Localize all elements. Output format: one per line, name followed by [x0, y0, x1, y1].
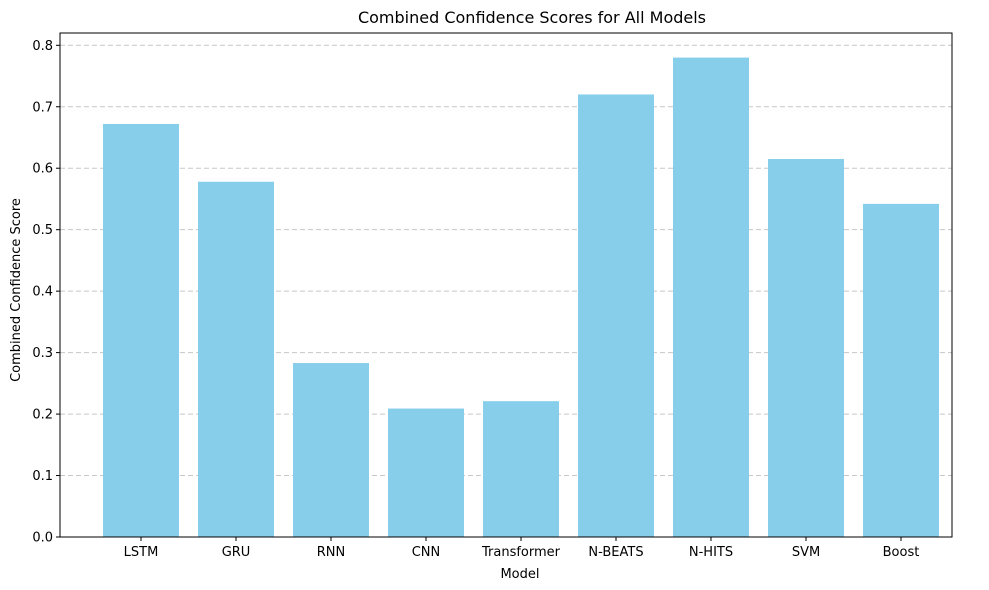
y-tick-label: 0.1: [32, 469, 53, 484]
y-tick-label: 0.6: [32, 162, 53, 177]
x-tick-label: LSTM: [124, 545, 159, 560]
x-tick-label: Transformer: [481, 545, 561, 560]
bar-n-beats: [578, 94, 654, 538]
y-tick-label: 0.4: [32, 285, 53, 300]
y-tick-label: 0.7: [32, 100, 53, 115]
y-tick-label: 0.8: [32, 39, 53, 54]
x-tick-label: GRU: [222, 545, 251, 560]
bar-n-hits: [673, 57, 749, 538]
bar-svm: [768, 159, 844, 537]
bar-rnn: [293, 363, 369, 537]
bars: [103, 57, 939, 538]
x-tick-label: N-BEATS: [588, 545, 643, 560]
x-tick-label: RNN: [317, 545, 345, 560]
y-axis-ticks: 0.0 0.1 0.2 0.3 0.4 0.5 0.6 0.7 0.8: [32, 39, 60, 546]
bar-gru: [198, 181, 274, 538]
y-tick-label: 0.0: [32, 531, 53, 546]
y-tick-label: 0.3: [32, 346, 53, 361]
y-axis-label: Combined Confidence Score: [9, 198, 24, 382]
bar-transformer: [483, 401, 559, 537]
bar-cnn: [388, 408, 464, 537]
chart-title: Combined Confidence Scores for All Model…: [358, 8, 706, 27]
bar-lstm: [103, 123, 179, 537]
x-tick-label: N-HITS: [689, 545, 733, 560]
x-tick-label: CNN: [412, 545, 441, 560]
y-tick-label: 0.2: [32, 408, 53, 423]
y-tick-label: 0.5: [32, 223, 53, 238]
x-axis-label: Model: [500, 567, 539, 582]
x-tick-label: SVM: [792, 545, 820, 560]
x-tick-label: Boost: [883, 545, 920, 560]
bar-boost: [863, 203, 939, 537]
x-axis-ticks: LSTM GRU RNN CNN Transformer N-BEATS N-HITS SVM…: [124, 537, 920, 560]
plot-frame: [59, 32, 953, 538]
